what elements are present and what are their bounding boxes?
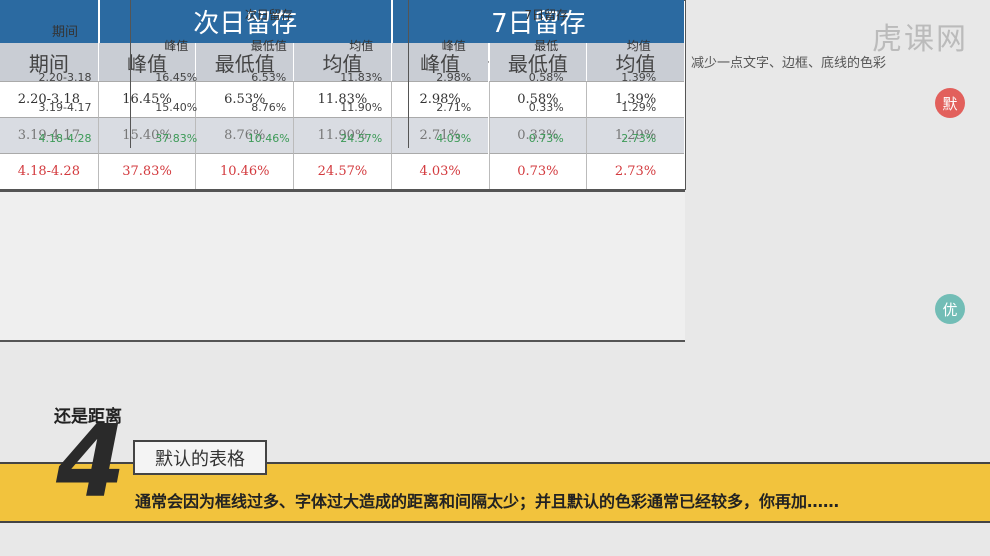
table-cell: 2.20-3.18 (0, 81, 98, 117)
table-cell: 0.58% (528, 70, 564, 84)
section-label: 还是距离 (54, 407, 122, 427)
table-cell: 0.58% (488, 81, 587, 117)
column-header: 均值 (293, 43, 391, 81)
column-header: 最低 (534, 38, 559, 53)
table-cell: 4.18-4.28 (38, 131, 92, 145)
table-cell: 3.19-4.17 (0, 117, 98, 153)
table-cell: 11.83% (293, 81, 391, 117)
table-cell: 15.40% (155, 101, 198, 114)
table-cell: 10.46% (247, 131, 290, 145)
table-cell: 10.46% (195, 153, 294, 189)
table-cell: 11.90% (293, 117, 391, 153)
table-cell: 8.76% (195, 117, 294, 153)
table-cell: 24.57% (340, 131, 383, 145)
table-cell: 1.29% (586, 117, 684, 153)
table-cell: 24.57% (293, 153, 391, 189)
table-cell: 11.90% (340, 101, 383, 114)
table-cell: 2.20-3.18 (38, 70, 92, 84)
section-title: 默认的表格 (133, 440, 267, 475)
optimized-table: 期间 次日留存 7日留存 峰值 最低值 均值 峰值 最低 均值 2.20-3.18 16.45% 6.… (0, 0, 685, 342)
table-cell: 2.73% (586, 153, 684, 189)
table-cell: 0.33% (488, 117, 587, 153)
table-cell: 6.53% (195, 81, 294, 117)
default-table: 次日留存 7日留存 期间 峰值 最低值 均值 峰值 最低值 均值 2.20-3.18 16.45% 6… (0, 0, 686, 190)
table-cell: 37.83% (155, 131, 198, 145)
table-cell: 37.83% (97, 153, 196, 189)
table-cell: 2.98% (390, 81, 489, 117)
caption: 通常会因为框线过多、字体过大造成的距离和间隔太少；并且默认的色彩通常已经较多，你… (135, 492, 840, 511)
group-header: 7日留存 (524, 7, 569, 22)
table-cell: 4.18-4.28 (0, 153, 98, 189)
column-header: 均值 (626, 38, 651, 53)
column-header: 峰值 (390, 43, 489, 81)
table-cell: 0.33% (528, 101, 564, 114)
table-cell: 0.73% (488, 153, 587, 189)
column-header: 最低值 (488, 43, 587, 81)
table-cell: 1.29% (621, 101, 657, 114)
table-cell: 8.76% (251, 101, 287, 114)
table-cell: 16.45% (155, 70, 198, 84)
table-cell: 2.71% (436, 101, 472, 114)
column-header: 最低值 (250, 38, 287, 53)
group-header: 次日留存 (244, 7, 293, 22)
table-cell: 2.73% (621, 131, 657, 145)
badge: 默 (935, 88, 965, 118)
table-cell: 2.98% (436, 70, 472, 84)
badge: 优 (935, 294, 965, 324)
table-cell: 11.83% (340, 70, 383, 84)
table-cell: 15.40% (97, 117, 196, 153)
column-header: 最低值 (195, 43, 294, 81)
column-header: 均值 (349, 38, 374, 53)
table-cell: 1.39% (586, 81, 684, 117)
column-header: 均值 (586, 43, 684, 81)
watermark: 虎课网 (872, 22, 968, 57)
table-cell: 6.53% (251, 70, 287, 84)
group-header: 7日留存 (390, 0, 684, 43)
table-cell: 1.39% (621, 70, 657, 84)
table-cell: 2.71% (390, 117, 489, 153)
table-cell: 16.45% (97, 81, 196, 117)
table-cell: 0.73% (528, 131, 564, 145)
column-header: 峰值 (164, 38, 189, 53)
header-band (0, 0, 684, 43)
table-cell: 4.03% (390, 153, 489, 189)
column-header: 期间 (0, 43, 98, 81)
divider (407, 0, 409, 148)
table-cell: 4.03% (436, 131, 472, 145)
divider (130, 0, 131, 148)
section-number: 4 (56, 403, 126, 520)
table-cell: 3.19-4.17 (38, 101, 92, 114)
column-header: 期间 (51, 24, 78, 40)
column-header: 峰值 (97, 43, 196, 81)
group-header: 次日留存 (97, 0, 391, 43)
column-header: 峰值 (441, 38, 466, 53)
